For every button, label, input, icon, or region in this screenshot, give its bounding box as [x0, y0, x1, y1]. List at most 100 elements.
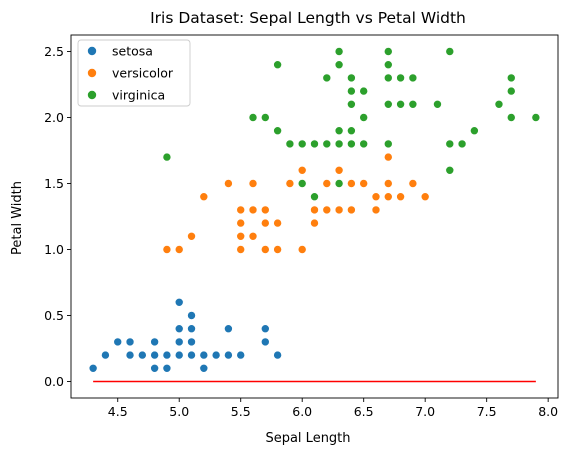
data-point-virginica-38: [457, 139, 467, 149]
data-point-versicolor-14: [261, 205, 270, 215]
data-point-versicolor-37: [396, 192, 405, 201]
x-tick-label: 5.5: [231, 404, 251, 419]
data-point-virginica-8: [310, 192, 319, 201]
data-point-setosa-4: [125, 337, 135, 347]
data-point-virginica-39: [470, 126, 479, 135]
legend-label-virginica: virginica: [112, 88, 165, 103]
x-tick-label: 8.0: [538, 404, 558, 419]
y-axis-title: Petal Width: [10, 181, 25, 255]
legend-box: [77, 39, 191, 107]
y-tick-label: 2.0: [44, 110, 64, 125]
data-point-virginica-31: [396, 73, 405, 83]
data-point-virginica-33: [408, 73, 418, 83]
data-point-virginica-11: [322, 73, 332, 83]
data-point-versicolor-20: [297, 166, 307, 175]
data-point-versicolor-16: [273, 218, 282, 228]
data-point-versicolor-18: [297, 245, 307, 254]
data-point-setosa-6: [150, 363, 159, 373]
data-point-virginica-44: [531, 113, 541, 122]
data-point-virginica-16: [334, 47, 344, 56]
data-point-virginica-17: [347, 139, 356, 149]
data-point-versicolor-0: [162, 245, 172, 254]
x-tick-label: 6.0: [292, 404, 312, 419]
data-point-virginica-1: [248, 113, 258, 122]
data-point-virginica-5: [285, 139, 295, 149]
data-point-setosa-18: [187, 311, 196, 320]
data-point-virginica-4: [273, 60, 282, 69]
legend-marker-versicolor: [87, 68, 97, 78]
data-point-versicolor-22: [310, 205, 319, 215]
data-point-versicolor-5: [236, 245, 246, 254]
legend-marker-virginica: [87, 90, 97, 100]
data-point-virginica-23: [359, 113, 368, 122]
y-tick-label: 2.5: [44, 44, 64, 59]
data-point-setosa-1: [101, 350, 110, 360]
data-point-virginica-29: [383, 47, 393, 56]
data-point-versicolor-6: [236, 232, 246, 241]
data-point-versicolor-17: [285, 179, 295, 188]
x-tick-label: 5.0: [169, 404, 189, 419]
data-point-versicolor-28: [334, 166, 344, 175]
data-point-setosa-9: [162, 363, 172, 373]
legend-label-setosa: setosa: [112, 44, 153, 59]
data-point-versicolor-13: [261, 218, 270, 228]
data-point-setosa-22: [224, 350, 233, 360]
legend-label-versicolor: versicolor: [112, 66, 174, 81]
data-point-versicolor-2: [187, 232, 196, 241]
data-point-versicolor-8: [236, 205, 246, 215]
data-point-setosa-11: [174, 350, 184, 360]
data-point-versicolor-35: [383, 179, 393, 188]
data-point-setosa-17: [187, 324, 196, 334]
data-point-versicolor-38: [408, 179, 418, 188]
data-point-virginica-12: [334, 179, 344, 188]
data-point-virginica-2: [261, 113, 270, 122]
data-point-versicolor-11: [248, 179, 258, 188]
data-point-setosa-5: [138, 350, 147, 360]
data-point-virginica-9: [310, 139, 319, 149]
data-point-setosa-0: [88, 363, 98, 373]
data-point-virginica-26: [383, 100, 393, 109]
data-point-versicolor-30: [347, 179, 356, 188]
legend-marker-setosa: [87, 46, 97, 56]
y-tick-label: 0.0: [44, 374, 64, 389]
data-point-versicolor-34: [383, 192, 393, 201]
data-point-versicolor-25: [322, 179, 332, 188]
data-point-versicolor-15: [273, 245, 282, 254]
y-tick-label: 1.0: [44, 242, 64, 257]
data-point-versicolor-26: [334, 205, 344, 215]
data-point-setosa-12: [174, 337, 184, 347]
x-tick-label: 7.5: [477, 404, 497, 419]
data-point-versicolor-10: [248, 205, 258, 215]
x-axis-title: Sepal Length: [265, 431, 350, 446]
series-setosa: [88, 297, 282, 373]
plot-area: [88, 47, 541, 383]
data-point-setosa-10: [162, 350, 172, 360]
axes: 4.5 5.0 5.5 6.0 6.5 7.0 7.5 8.0 0.0 0.5 1.0 1.5 2.0 2…: [44, 34, 559, 419]
chart-title: Iris Dataset: Sepal Length vs Petal Widt…: [150, 9, 466, 27]
data-point-virginica-24: [359, 86, 368, 96]
data-point-virginica-6: [297, 179, 307, 188]
data-point-virginica-25: [383, 139, 393, 149]
data-point-virginica-18: [347, 126, 356, 135]
data-point-virginica-42: [506, 86, 516, 96]
series-virginica: [162, 47, 541, 201]
data-point-setosa-25: [261, 337, 270, 347]
data-point-versicolor-3: [199, 192, 209, 201]
data-point-virginica-15: [334, 60, 344, 69]
data-point-virginica-20: [347, 86, 356, 96]
data-point-setosa-26: [261, 324, 270, 334]
data-point-virginica-22: [359, 139, 368, 149]
y-tick-label: 1.5: [44, 176, 64, 191]
data-point-setosa-16: [187, 337, 196, 347]
data-point-versicolor-32: [371, 205, 381, 215]
data-point-virginica-28: [383, 60, 393, 69]
x-tick-label: 6.5: [354, 404, 374, 419]
data-point-virginica-10: [322, 139, 332, 149]
data-point-virginica-35: [445, 166, 455, 175]
data-point-setosa-8: [150, 337, 159, 347]
data-point-virginica-0: [162, 152, 172, 162]
data-point-virginica-36: [445, 139, 455, 149]
data-point-virginica-30: [396, 100, 405, 109]
data-point-virginica-32: [408, 100, 418, 109]
